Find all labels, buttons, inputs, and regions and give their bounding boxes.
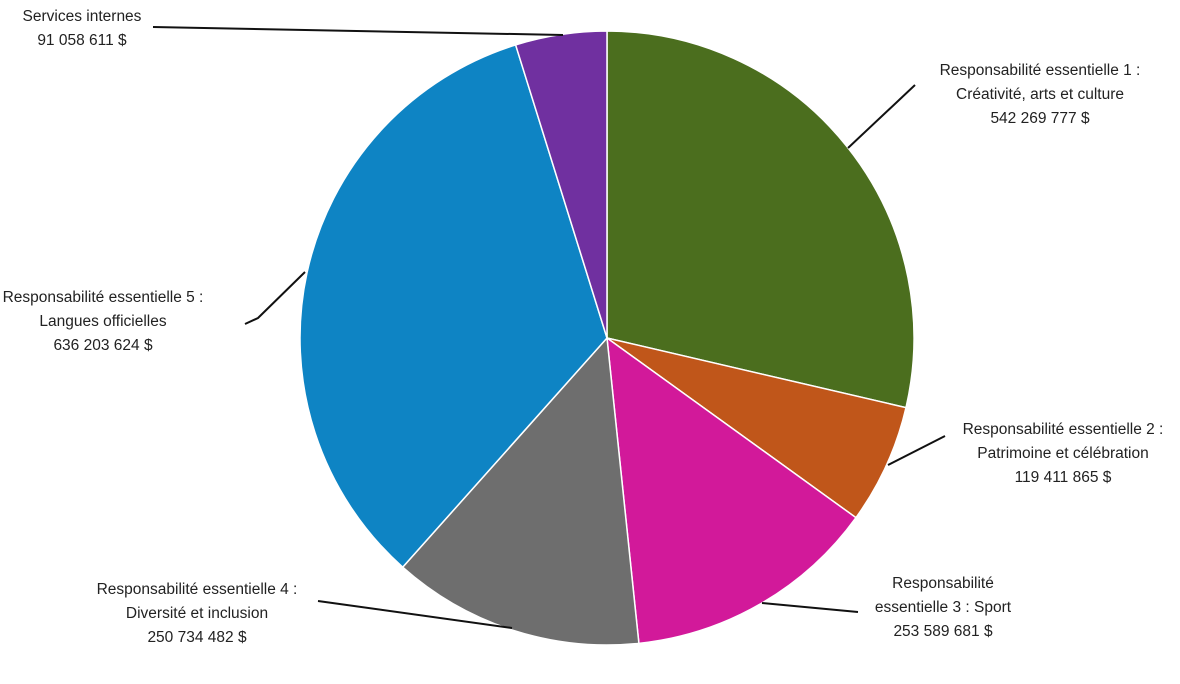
pie-slice (299, 43, 608, 569)
pie-slice (606, 336, 857, 645)
leader-line (152, 26, 564, 36)
category-name: Responsabilité essentielle 1 : Créativit… (939, 62, 1141, 103)
category-name: Responsabilité essentielle 2 : Patrimoin… (962, 421, 1164, 462)
leader-line (887, 435, 946, 466)
value-label: 253 589 681 $ (893, 623, 993, 640)
slice-label: Responsabilité essentielle 3 : Sport 253 … (856, 572, 1031, 644)
slice-label: Responsabilité essentielle 1 : Créativit… (920, 59, 1160, 131)
category-name: Responsabilité essentielle 4 : Diversité… (96, 581, 298, 622)
leader-line (847, 84, 916, 149)
value-label: 542 269 777 $ (990, 110, 1090, 127)
pie-slice (401, 336, 640, 646)
leader-line (761, 602, 859, 613)
category-name: Responsabilité essentielle 3 : Sport (874, 575, 1012, 616)
value-label: 636 203 624 $ (53, 337, 153, 354)
value-label: 250 734 482 $ (147, 629, 247, 646)
value-label: 119 411 865 $ (1014, 469, 1112, 486)
slice-label: Responsabilité essentielle 5 : Langues o… (0, 286, 211, 358)
category-name: Responsabilité essentielle 5 : Langues o… (2, 289, 204, 330)
slice-label: Services internes 91 058 611 $ (0, 5, 167, 53)
slice-label: Responsabilité essentielle 2 : Patrimoin… (956, 418, 1171, 490)
slice-label: Responsabilité essentielle 4 : Diversité… (67, 578, 327, 650)
pie-slice (606, 337, 907, 519)
leader-line (317, 600, 513, 629)
category-name: Services internes (22, 8, 142, 25)
pie-slice (606, 30, 915, 409)
leader-line (244, 271, 306, 325)
value-label: 91 058 611 $ (37, 32, 127, 49)
